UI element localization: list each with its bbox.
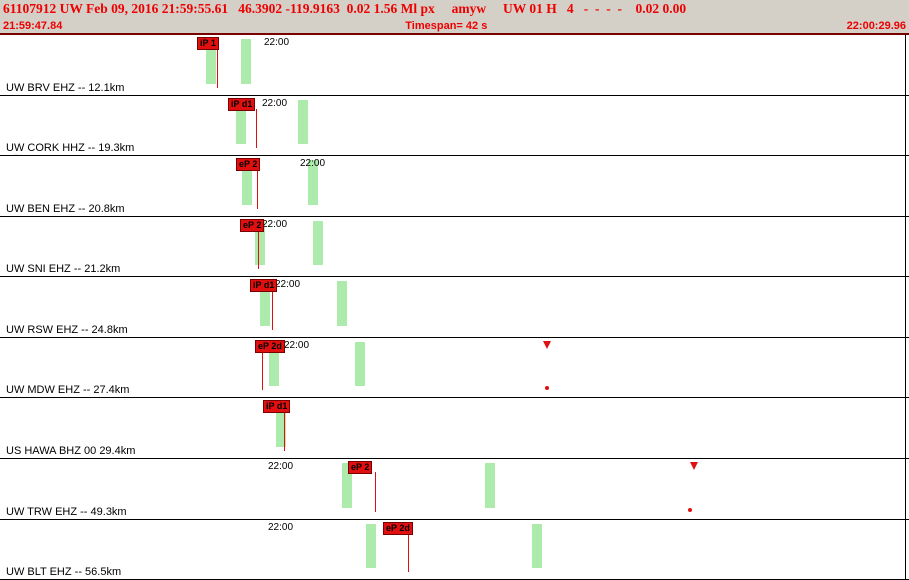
- pick-window-band: [355, 341, 365, 387]
- event-summary-text: 61107912 UW Feb 09, 2016 21:59:55.61 46.…: [3, 1, 687, 16]
- station-label: UW CORK HHZ -- 19.3km: [6, 142, 135, 155]
- trace-area: 22:00 iP 1 UW BRV EHZ -- 12.1km 22:00 iP…: [0, 35, 909, 580]
- trace-row: 22:00 eP 2d UW BLT EHZ -- 56.5km: [0, 519, 909, 580]
- window-end-time: 22:00:29.96: [846, 19, 906, 32]
- pick-time-line: [408, 532, 409, 573]
- event-summary-bar: 61107912 UW Feb 09, 2016 21:59:55.61 46.…: [0, 0, 909, 18]
- station-label: UW BEN EHZ -- 20.8km: [6, 202, 125, 215]
- pick-window-band: [532, 523, 542, 569]
- pick-window-band: [342, 462, 352, 508]
- waveform-canvas[interactable]: [0, 458, 300, 519]
- s-pick-dot-icon[interactable]: [688, 507, 692, 512]
- trace-row: 22:00 eP 2d UW MDW EHZ -- 27.4km: [0, 337, 909, 399]
- pick-window-band: [308, 160, 318, 205]
- trace-row: 22:00 eP 2 UW BEN EHZ -- 20.8km: [0, 156, 909, 217]
- pick-time-line: [256, 108, 257, 149]
- station-label: US HAWA BHZ 00 29.4km: [6, 444, 136, 457]
- trace-row: 22:00 iP 1 UW BRV EHZ -- 12.1km: [0, 35, 909, 96]
- time-axis-bar: 21:59:47.84 Timespan= 42 s 22:00:29.96: [0, 18, 909, 35]
- pick-window-band: [366, 523, 376, 569]
- trace-row: iP d1 US HAWA BHZ 00 29.4km: [0, 398, 909, 459]
- s-pick-dot-icon[interactable]: [545, 386, 549, 391]
- pick-time-line: [262, 350, 263, 391]
- pick-window-band: [337, 281, 347, 326]
- pick-flag[interactable]: iP d1: [250, 279, 278, 293]
- pick-flag[interactable]: iP d1: [263, 400, 291, 414]
- pick-flag[interactable]: eP 2d: [383, 521, 413, 535]
- pick-time-line: [258, 229, 259, 270]
- station-label: UW MDW EHZ -- 27.4km: [6, 384, 130, 397]
- trace-area-right-border: [905, 35, 906, 580]
- waveform-canvas[interactable]: [0, 337, 300, 398]
- pick-time-line: [257, 169, 258, 209]
- pick-flag[interactable]: iP d1: [228, 97, 256, 111]
- waveform-canvas[interactable]: [0, 519, 300, 580]
- trace-row: 22:00 iP d1 UW CORK HHZ -- 19.3km: [0, 95, 909, 157]
- s-pick-triangle-icon[interactable]: [690, 461, 698, 470]
- pick-flag[interactable]: eP 2: [240, 218, 265, 232]
- timespan-label: Timespan= 42 s: [405, 19, 488, 32]
- trace-row: 22:00 eP 2 UW TRW EHZ -- 49.3km: [0, 458, 909, 520]
- trace-row: 22:00 eP 2 UW SNI EHZ -- 21.2km: [0, 216, 909, 278]
- pick-flag[interactable]: eP 2: [236, 158, 261, 172]
- station-label: UW TRW EHZ -- 49.3km: [6, 505, 127, 518]
- trace-row: 22:00 iP d1 UW RSW EHZ -- 24.8km: [0, 277, 909, 338]
- station-label: UW SNI EHZ -- 21.2km: [6, 263, 121, 276]
- pick-time-line: [217, 48, 218, 88]
- waveform-canvas[interactable]: [0, 398, 300, 458]
- station-label: UW BLT EHZ -- 56.5km: [6, 566, 122, 579]
- station-label: UW BRV EHZ -- 12.1km: [6, 81, 125, 94]
- s-pick-triangle-icon[interactable]: [543, 340, 551, 349]
- pick-flag[interactable]: eP 2: [348, 460, 373, 474]
- station-label: UW RSW EHZ -- 24.8km: [6, 323, 128, 336]
- waveform-canvas[interactable]: [0, 35, 300, 95]
- pick-window-band: [485, 462, 495, 508]
- pick-time-line: [272, 290, 273, 330]
- pick-window-band: [313, 220, 323, 266]
- pick-time-line: [284, 411, 285, 451]
- pick-flag[interactable]: eP 2d: [255, 339, 285, 353]
- pick-flag[interactable]: iP 1: [197, 37, 219, 50]
- pick-time-line: [375, 471, 376, 512]
- window-start-time: 21:59:47.84: [3, 19, 63, 32]
- pick-window-band: [298, 99, 308, 145]
- minute-mark-label: 22:00: [300, 158, 326, 170]
